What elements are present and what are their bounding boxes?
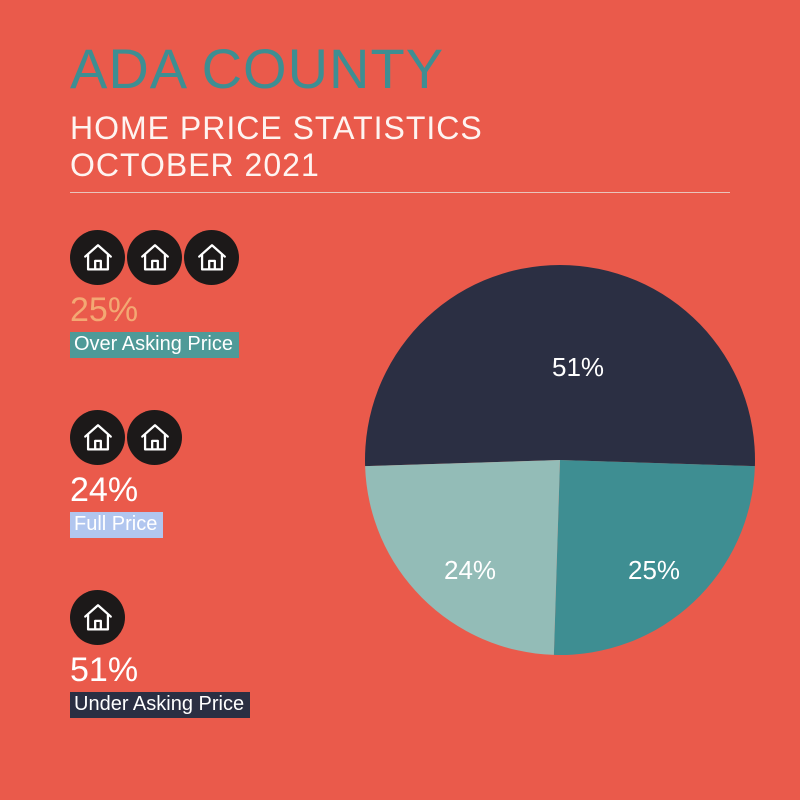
- pie-slice-label: 24%: [444, 555, 496, 586]
- infographic-canvas: ADA COUNTY HOME PRICE STATISTICS OCTOBER…: [0, 0, 800, 800]
- pie-slice-label: 25%: [628, 555, 680, 586]
- pie-chart: [0, 0, 800, 800]
- pie-slice-label: 51%: [552, 352, 604, 383]
